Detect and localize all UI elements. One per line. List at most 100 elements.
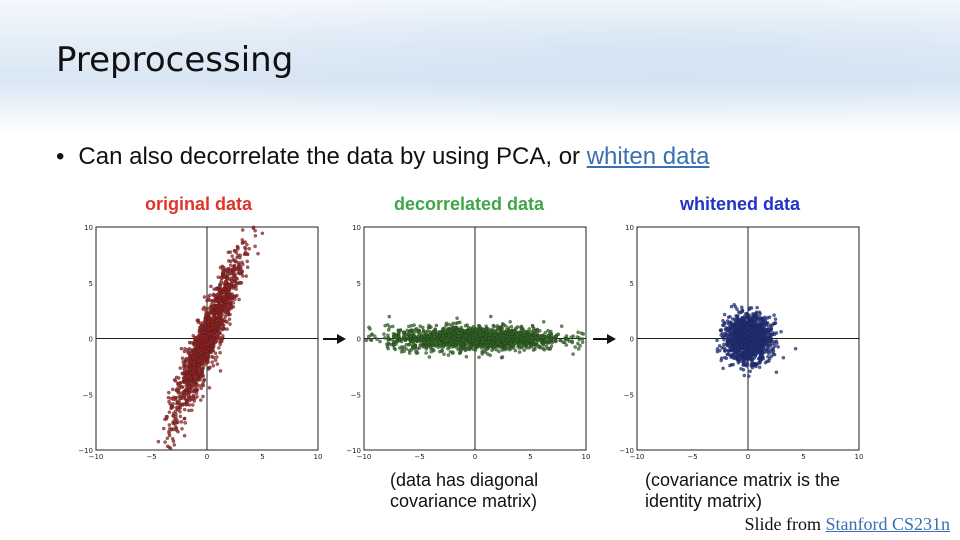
data-point [442, 352, 446, 356]
data-point [492, 337, 497, 341]
data-point [202, 346, 207, 350]
data-point [197, 330, 202, 334]
data-point [221, 270, 226, 274]
x-tick-label: 10 [314, 453, 323, 461]
data-point [554, 338, 558, 343]
data-point [735, 314, 739, 319]
data-point [221, 265, 226, 270]
data-point [177, 401, 182, 406]
data-point [548, 331, 552, 336]
data-point [757, 342, 762, 346]
data-point [726, 315, 731, 319]
data-point [522, 348, 526, 352]
data-point [208, 327, 212, 331]
y-tick-label: 5 [630, 280, 634, 288]
data-point [203, 337, 207, 342]
data-point [527, 327, 531, 331]
data-point [193, 379, 197, 383]
data-point [442, 326, 447, 331]
data-point [579, 331, 584, 335]
data-point [482, 340, 486, 344]
data-point [193, 387, 198, 391]
data-point [201, 383, 206, 388]
data-point [182, 433, 187, 438]
data-point [571, 334, 575, 338]
data-point [541, 320, 546, 324]
data-point [432, 335, 436, 339]
data-point [190, 408, 194, 413]
data-point [187, 340, 192, 345]
data-point [210, 331, 214, 335]
data-point [492, 324, 496, 329]
data-point [749, 306, 754, 310]
data-point [245, 259, 249, 264]
data-point [253, 234, 258, 238]
data-point [182, 349, 187, 354]
data-point [580, 337, 585, 341]
data-point [743, 343, 747, 348]
whiten-data-link[interactable]: whiten data [586, 143, 710, 170]
x-tick-label: 0 [746, 453, 750, 461]
x-tick-label: 0 [205, 453, 209, 461]
bullet-text: Can also decorrelate the data by using P… [78, 143, 581, 170]
data-point [538, 345, 543, 350]
data-point [736, 318, 741, 322]
data-point [215, 335, 220, 339]
data-point [385, 342, 389, 346]
data-point [576, 330, 580, 335]
data-point [199, 386, 204, 391]
data-point [183, 346, 187, 351]
data-point [424, 351, 428, 355]
data-point [421, 345, 426, 349]
data-point [751, 340, 755, 344]
data-point [183, 360, 188, 364]
data-point [543, 330, 547, 335]
data-point [463, 324, 468, 328]
data-point [509, 346, 514, 350]
data-point [477, 355, 481, 360]
data-point [524, 329, 529, 334]
data-point [721, 323, 726, 327]
data-point [532, 326, 536, 331]
stanford-cs231n-link[interactable]: Stanford CS231n [825, 514, 950, 534]
data-point [756, 329, 760, 334]
data-point [181, 372, 185, 376]
data-point [492, 329, 497, 333]
data-point [229, 281, 234, 286]
data-point [179, 420, 184, 424]
data-point [203, 318, 208, 322]
data-point [364, 338, 369, 343]
data-point [773, 317, 778, 321]
data-point [233, 259, 238, 264]
data-point [240, 260, 244, 265]
x-tick-label: 0 [473, 453, 477, 461]
data-point [220, 336, 225, 341]
data-point [223, 314, 228, 319]
data-point [199, 344, 204, 349]
data-point [576, 347, 581, 351]
data-point [197, 333, 201, 338]
slide-title: Preprocessing [56, 40, 294, 80]
data-point [206, 320, 211, 324]
data-point [163, 417, 167, 422]
data-point [165, 436, 170, 441]
data-point [434, 323, 439, 328]
plot-title-decorrelated: decorrelated data [394, 194, 545, 214]
data-point [505, 338, 509, 343]
data-point [212, 335, 216, 340]
data-point [758, 354, 762, 359]
data-point [253, 244, 257, 249]
data-point [765, 349, 769, 353]
data-point [722, 346, 726, 350]
data-point [176, 381, 180, 386]
y-tick-label: −10 [619, 447, 634, 455]
data-point [207, 386, 212, 390]
data-point [167, 423, 172, 427]
x-tick-label: 5 [528, 453, 532, 461]
data-point [378, 339, 382, 344]
data-point [224, 280, 228, 284]
data-point [552, 335, 557, 339]
data-point [408, 339, 413, 344]
data-point [449, 341, 453, 345]
